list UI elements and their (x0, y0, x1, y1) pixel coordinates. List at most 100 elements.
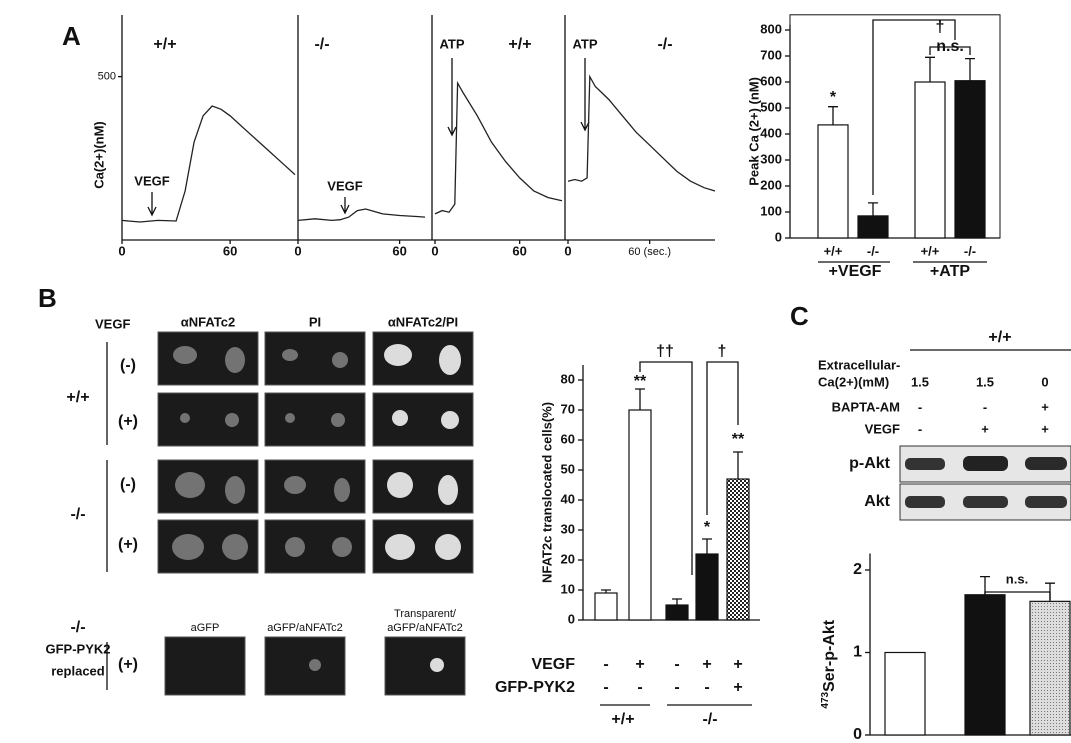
y-tick-label: 100 (760, 203, 782, 218)
bar (915, 82, 945, 238)
annotation: VEGF (134, 173, 169, 188)
trace-title: +/+ (508, 36, 531, 53)
annotation: ** (634, 373, 647, 390)
y-tick-label: 800 (760, 21, 782, 36)
y-tick-label: 20 (561, 551, 575, 566)
caption: aGFP (191, 622, 220, 634)
row-label: Ca(2+)(mM) (818, 374, 889, 389)
bar (965, 595, 1005, 735)
trace-frames (122, 15, 715, 240)
y-tick-label: 500 (760, 99, 782, 114)
y-tick-label: 0 (853, 726, 862, 743)
cell: - (918, 399, 922, 414)
cell: 1.5 (911, 374, 929, 389)
bar (858, 216, 888, 238)
error-bar (868, 203, 878, 216)
row-cell: - (674, 679, 679, 696)
row-label: (+) (118, 413, 138, 430)
bar (1030, 601, 1070, 735)
x-tick-label: -/- (867, 243, 879, 258)
genotype-label: -/- (70, 506, 85, 523)
x-tick-label: 60 (392, 243, 406, 258)
row-label: Extracellular- (818, 357, 900, 372)
y-tick-label: 80 (561, 371, 575, 386)
trace-title: -/- (314, 36, 329, 53)
panel-label: A (62, 21, 81, 51)
error-bar (733, 452, 743, 479)
y-tick-label: 1 (853, 644, 862, 661)
trace (435, 83, 562, 214)
trace (298, 209, 425, 220)
y-tick-label: 0 (775, 229, 782, 244)
x-tick-label: 0 (294, 243, 301, 258)
band-label: Akt (864, 493, 890, 510)
y-tick-label: 10 (561, 581, 575, 596)
trace (122, 106, 295, 222)
annotation: n.s. (936, 38, 964, 55)
cell: + (1041, 421, 1049, 436)
annotation: † (936, 19, 945, 36)
row-label: (+) (118, 656, 138, 673)
row-label: (-) (120, 476, 136, 493)
annotation: ATP (439, 36, 464, 51)
row-cell: + (702, 656, 711, 673)
bar (818, 125, 848, 238)
y-axis-label: Ca(2+)(nM) (91, 121, 106, 189)
annotation: † (718, 343, 727, 360)
annotation: †† (656, 343, 674, 360)
cell: + (1041, 399, 1049, 414)
row-cell: - (603, 679, 608, 696)
row-label: VEGF (865, 421, 900, 436)
bar (885, 653, 925, 736)
caption: aGFP/aNFATc2 (267, 622, 343, 634)
y-tick-label: 50 (561, 461, 575, 476)
y-tick-label: 2 (853, 561, 862, 578)
trace (568, 77, 715, 191)
error-bar (828, 107, 838, 125)
x-tick-label: +/+ (824, 243, 843, 258)
group-label: +ATP (930, 263, 970, 280)
y-tick-label: 60 (561, 431, 575, 446)
y-tick-label: 30 (561, 521, 575, 536)
cell: - (983, 399, 987, 414)
bar (595, 593, 617, 620)
genotype-label: +/+ (66, 389, 89, 406)
y-tick-label: 0 (568, 611, 575, 626)
bar (727, 479, 749, 620)
y-axis-label: Peak Ca (2+) (nM) (746, 77, 761, 186)
group-label: -/- (702, 711, 717, 728)
y-label-text: Ser-p-Akt (821, 619, 838, 692)
x-tick-label: 60 (512, 243, 526, 258)
bar (666, 605, 688, 620)
x-tick-label: 0 (118, 243, 125, 258)
error-bar (635, 389, 645, 410)
cell: - (918, 421, 922, 436)
x-tick-label: 0 (564, 243, 571, 258)
error-bar (702, 539, 712, 554)
rescue-label: GFP-PYK2 (45, 641, 110, 656)
error-bar (965, 59, 975, 81)
y-axis-label: NFAT2c translocated cells(%) (539, 402, 554, 583)
row-label: (-) (120, 357, 136, 374)
blot: +/+ Extracellular- Ca(2+)(mM) 1.5 1.5 0 … (818, 329, 1071, 520)
y-tick-label: 70 (561, 401, 575, 416)
annotation: * (830, 89, 837, 106)
bar (696, 554, 718, 620)
error-bar (672, 599, 682, 605)
cell: 1.5 (976, 374, 994, 389)
y-tick-label: 700 (760, 47, 782, 62)
column-label: αNFATc2 (181, 314, 235, 329)
annotation: ATP (572, 36, 597, 51)
y-axis-label: 473Ser-p-Akt (820, 619, 839, 708)
y-tick-label: 400 (760, 125, 782, 140)
annotation: VEGF (327, 178, 362, 193)
row-cell: - (704, 679, 709, 696)
row-cell: - (674, 656, 679, 673)
panel-label: B (38, 283, 57, 313)
trace-title: -/- (657, 36, 672, 53)
caption: aGFP/aNFATc2 (387, 622, 463, 634)
column-label: PI (309, 314, 321, 329)
y-tick-label: 500 (98, 71, 116, 83)
blot-genotype: +/+ (988, 329, 1011, 346)
x-tick-label: 60 (223, 243, 237, 258)
